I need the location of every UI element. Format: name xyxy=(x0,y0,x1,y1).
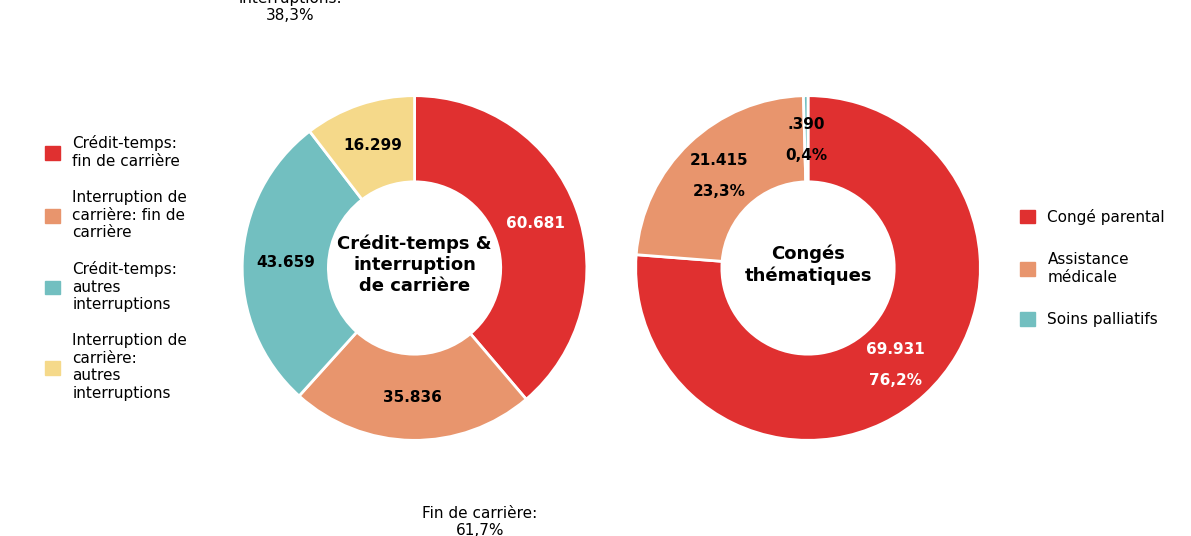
Text: 0,4%: 0,4% xyxy=(785,148,828,163)
Text: 35.836: 35.836 xyxy=(384,390,442,405)
Wedge shape xyxy=(299,332,526,441)
Text: 76,2%: 76,2% xyxy=(869,373,922,388)
Text: 69.931: 69.931 xyxy=(867,341,925,356)
Text: 60.681: 60.681 xyxy=(506,216,566,231)
Legend: Crédit-temps:
fin de carrière, Interruption de
carrière: fin de
carrière, Crédit: Crédit-temps: fin de carrière, Interrupt… xyxy=(44,135,187,401)
Wedge shape xyxy=(242,131,362,396)
Text: Fin de carrière:
61,7%: Fin de carrière: 61,7% xyxy=(423,506,537,536)
Wedge shape xyxy=(636,95,980,441)
Legend: Congé parental, Assistance
médicale, Soins palliatifs: Congé parental, Assistance médicale, Soi… xyxy=(1019,209,1165,327)
Text: 43.659: 43.659 xyxy=(256,255,314,270)
Wedge shape xyxy=(414,95,587,399)
Text: .390: .390 xyxy=(787,117,825,132)
Text: Autres
interruptions:
38,3%: Autres interruptions: 38,3% xyxy=(238,0,342,23)
Text: Congés
thématiques: Congés thématiques xyxy=(744,244,872,285)
Text: 21.415: 21.415 xyxy=(690,153,748,168)
Wedge shape xyxy=(804,95,807,182)
Wedge shape xyxy=(636,96,806,262)
Text: 23,3%: 23,3% xyxy=(692,184,746,199)
Text: Crédit-temps &
interruption
de carrière: Crédit-temps & interruption de carrière xyxy=(337,235,492,295)
Wedge shape xyxy=(310,95,414,199)
Text: 16.299: 16.299 xyxy=(343,138,403,153)
